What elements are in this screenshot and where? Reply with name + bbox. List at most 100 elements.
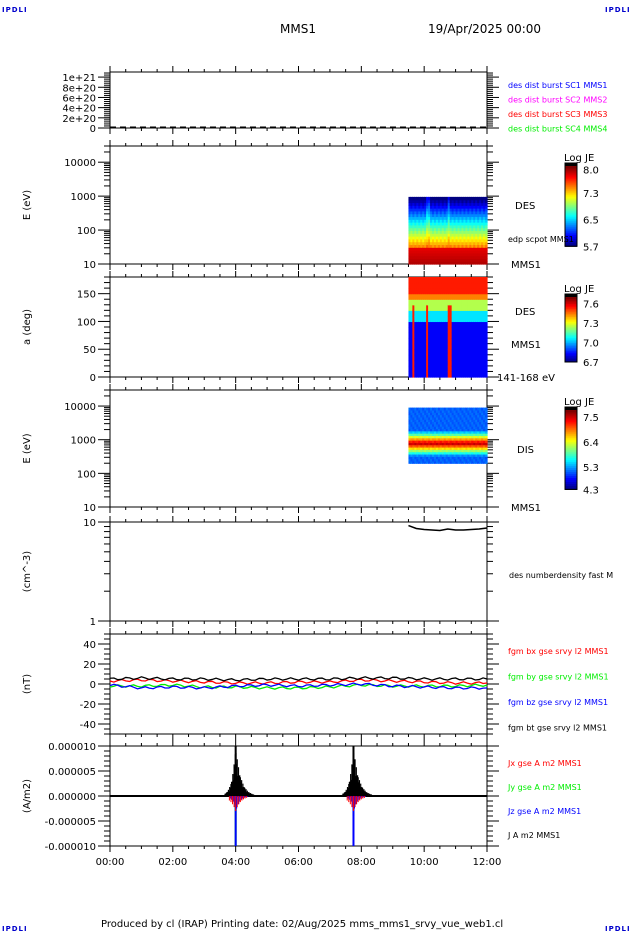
spectrogram-cell bbox=[426, 210, 429, 215]
spectrogram-cell bbox=[422, 247, 425, 251]
spectrogram-cell bbox=[418, 428, 421, 432]
spectrogram-cell bbox=[471, 414, 474, 418]
spectrogram-cell bbox=[455, 213, 459, 218]
pitch-angle-cell bbox=[477, 349, 480, 356]
spectrogram-cell bbox=[473, 423, 476, 427]
spectrogram-cell bbox=[430, 414, 433, 418]
spectrogram-cell bbox=[477, 456, 480, 460]
pitch-angle-cell bbox=[479, 288, 482, 295]
spectrogram-cell bbox=[439, 435, 443, 439]
spectrogram-cell bbox=[441, 456, 445, 460]
pitch-angle-cell bbox=[473, 354, 476, 361]
spectrogram-cell bbox=[455, 437, 459, 441]
spectrogram-cell bbox=[414, 261, 417, 265]
spectrogram-cell bbox=[416, 414, 419, 418]
pitch-angle-cell bbox=[428, 288, 431, 295]
colorbar-segment bbox=[565, 443, 577, 447]
spectrogram-cell bbox=[439, 453, 443, 457]
spectrogram-cell bbox=[475, 224, 478, 229]
spectrogram-cell bbox=[473, 414, 476, 418]
spectrogram-cell bbox=[483, 230, 486, 234]
spectrogram-cell bbox=[426, 460, 429, 464]
spectrogram-cell bbox=[424, 421, 427, 425]
spectrogram-cell bbox=[459, 460, 463, 464]
y-tick-label: 100 bbox=[77, 226, 96, 237]
spectrogram-cell bbox=[412, 244, 415, 248]
spectrogram-cell bbox=[477, 252, 480, 257]
spectrogram-cell bbox=[483, 216, 486, 220]
spectrogram-cell bbox=[422, 456, 425, 460]
spectrogram-cell bbox=[410, 252, 413, 257]
spectrogram-cell bbox=[453, 460, 457, 464]
pitch-angle-cell bbox=[453, 288, 457, 295]
spectrogram-cell bbox=[471, 440, 474, 443]
pitch-angle-cell bbox=[408, 349, 412, 356]
spectrogram-cell bbox=[424, 444, 427, 448]
spectrogram-cell bbox=[465, 409, 468, 413]
pitch-angle-cell bbox=[426, 349, 429, 356]
pitch-angle-cell bbox=[475, 327, 478, 334]
colorbar-segment bbox=[565, 238, 577, 241]
spectrogram-cell bbox=[410, 236, 413, 240]
pitch-angle-cell bbox=[443, 315, 447, 323]
spectrogram-cell bbox=[430, 446, 433, 450]
spectrogram-cell bbox=[453, 433, 457, 437]
spectrogram-cell bbox=[420, 426, 423, 430]
pitch-angle-cell bbox=[426, 299, 429, 306]
pitch-angle-cell bbox=[463, 332, 467, 339]
colorbar-segment bbox=[565, 220, 577, 223]
spectrogram-cell bbox=[439, 416, 443, 420]
pitch-angle-cell bbox=[465, 371, 468, 378]
spectrogram-cell bbox=[418, 453, 421, 457]
footer-credits: Produced by cl (IRAP) Printing date: 02/… bbox=[101, 919, 504, 930]
pitch-angle-cell bbox=[469, 315, 472, 323]
spectrogram-cell bbox=[459, 216, 463, 220]
spectrogram-cell bbox=[418, 440, 421, 443]
pitch-angle-cell bbox=[467, 365, 470, 373]
pitch-angle-cell bbox=[447, 288, 451, 295]
spectrogram-cell bbox=[430, 241, 433, 246]
spectrogram-cell bbox=[465, 208, 468, 212]
spectrogram-cell bbox=[461, 444, 465, 448]
pitch-angle-cell bbox=[428, 321, 431, 328]
pitch-angle-cell bbox=[433, 304, 437, 311]
pitch-angle-cell bbox=[428, 299, 431, 306]
spectrogram-cell bbox=[477, 227, 480, 232]
pitch-angle-cell bbox=[420, 365, 423, 373]
spectrogram-cell bbox=[416, 428, 419, 432]
colorbar-segment bbox=[565, 451, 577, 455]
spectrogram-cell bbox=[467, 238, 470, 243]
spectrogram-cell bbox=[433, 426, 437, 430]
spectrogram-cell bbox=[471, 241, 474, 246]
pitch-angle-cell bbox=[433, 288, 437, 295]
pitch-angle-cell bbox=[420, 371, 423, 378]
spectrogram-cell bbox=[432, 205, 435, 209]
colorbar-segment bbox=[565, 230, 577, 233]
spectrogram-cell bbox=[439, 213, 443, 218]
colorbar-segment bbox=[565, 340, 577, 343]
spectrogram-cell bbox=[420, 202, 423, 206]
spectrogram-cell bbox=[445, 202, 449, 206]
spectrogram-cell bbox=[435, 205, 439, 209]
spectrogram-cell bbox=[408, 241, 412, 246]
spectrogram-cell bbox=[447, 453, 451, 457]
spectrogram-cell bbox=[445, 428, 449, 432]
spectrogram-cell bbox=[441, 430, 445, 434]
spectrogram-cell bbox=[463, 219, 467, 223]
spectrogram-cell bbox=[463, 196, 467, 201]
pitch-angle-cell bbox=[457, 360, 461, 367]
pitch-angle-cell bbox=[449, 321, 453, 328]
spectrogram-cell bbox=[485, 414, 488, 418]
pitch-angle-cell bbox=[477, 371, 480, 378]
spectrogram-cell bbox=[475, 433, 478, 437]
spectrogram-cell bbox=[441, 230, 445, 234]
colorbar-segment bbox=[565, 305, 577, 308]
pitch-angle-cell bbox=[441, 327, 445, 334]
colorbar-segment bbox=[565, 342, 577, 345]
pitch-angle-cell bbox=[471, 321, 474, 328]
pitch-angle-cell bbox=[475, 338, 478, 345]
spectrogram-cell bbox=[455, 210, 459, 215]
spectrogram-cell bbox=[463, 250, 467, 254]
spectrogram-cell bbox=[469, 230, 472, 234]
pitch-angle-cell bbox=[447, 299, 451, 306]
